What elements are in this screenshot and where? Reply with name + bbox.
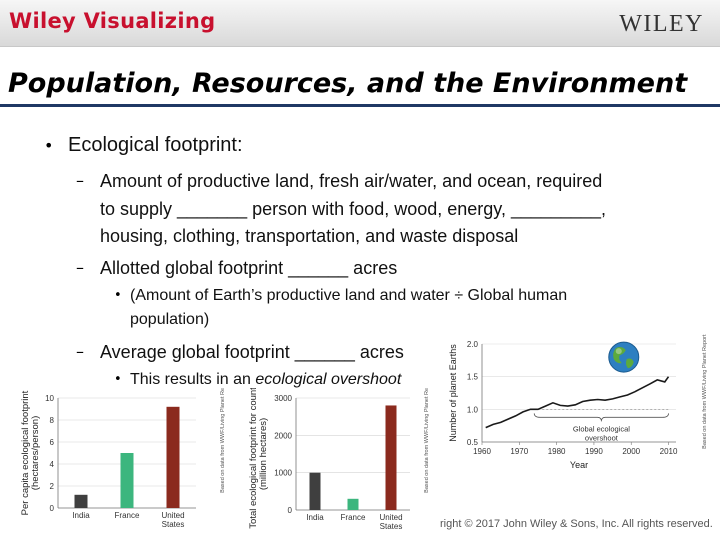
- y-tick-label: 0.5: [467, 438, 479, 447]
- x-tick-label: India: [306, 513, 324, 522]
- bullet-ecological-footprint: Ecological footprint:: [68, 134, 243, 156]
- bullet-dot-icon: •: [44, 136, 54, 155]
- bar-france: [347, 498, 359, 510]
- slide-title: Population, Resources, and the Environme…: [8, 68, 688, 99]
- y-tick-label: 2: [50, 482, 55, 491]
- overshoot-annotation: overshoot: [585, 433, 619, 442]
- x-tick-label: 1960: [473, 447, 491, 456]
- x-tick-label: 1980: [548, 447, 566, 456]
- x-axis-label: Year: [570, 460, 588, 470]
- wiley-logo: WILEY: [619, 11, 704, 37]
- dash-icon: –: [76, 258, 84, 277]
- x-tick-label: 1990: [585, 447, 603, 456]
- overshoot-sentence: This results in an ecological overshoot: [130, 371, 401, 389]
- overshoot-annotation: Global ecological: [573, 424, 630, 433]
- x-tick-label: States: [162, 520, 185, 529]
- copyright-footer: right © 2017 John Wiley & Sons, Inc. All…: [440, 518, 713, 530]
- y-axis-label: (hectares/person): [30, 416, 41, 490]
- source-note: Based on data from WWF/Living Planet Rep…: [424, 388, 430, 493]
- globe-land-icon: [625, 358, 634, 369]
- x-tick-label: 2010: [660, 447, 678, 456]
- series-line: [485, 376, 670, 429]
- x-tick-label: States: [380, 522, 403, 531]
- dash-icon: –: [76, 342, 84, 361]
- per-capita-footprint-chart: Per capita ecological footprint (hectares…: [20, 388, 226, 529]
- y-tick-label: 0: [288, 506, 293, 515]
- y-axis-label: Number of planet Earths: [448, 344, 458, 442]
- bar-india: [309, 472, 321, 510]
- bullet-dot-icon: •: [114, 288, 122, 303]
- dash-icon: –: [76, 171, 84, 190]
- title-underline: [0, 104, 720, 107]
- overshoot-prefix: This results in an: [130, 371, 256, 388]
- sub-sub-bullet-line: (Amount of Earth’s productive land and w…: [130, 287, 568, 304]
- y-tick-label: 2000: [274, 431, 292, 440]
- x-tick-label: France: [341, 513, 366, 522]
- y-tick-label: 1.5: [467, 373, 479, 382]
- y-tick-label: 0: [50, 504, 55, 513]
- globe-highlight: [615, 348, 622, 355]
- x-tick-label: United: [379, 513, 402, 522]
- overshoot-bracket: [533, 413, 669, 422]
- sub-bullet-line: to supply _______ person with food, wood…: [100, 199, 607, 219]
- bar-india: [74, 494, 88, 508]
- y-axis-label: (million hectares): [258, 418, 269, 490]
- globe-land-icon: [613, 346, 626, 364]
- y-tick-label: 3000: [274, 394, 292, 403]
- y-tick-label: 1000: [274, 469, 292, 478]
- bar-united-states: [385, 405, 397, 510]
- y-tick-label: 4: [50, 460, 55, 469]
- brand-title: Wiley Visualizing: [9, 9, 216, 33]
- y-tick-label: 1.0: [467, 405, 479, 414]
- x-tick-label: United: [161, 511, 184, 520]
- bar-france: [120, 453, 134, 508]
- x-tick-label: 1970: [510, 447, 528, 456]
- source-note: Based on data from WWF/Living Planet Rep…: [220, 388, 226, 493]
- sub-bullet-line: housing, clothing, transportation, and w…: [100, 226, 519, 246]
- bullet-dot-icon: •: [114, 372, 122, 387]
- total-footprint-chart: Total ecological footprint for country (m…: [248, 388, 430, 531]
- y-axis-label: Per capita ecological footprint: [20, 390, 31, 515]
- x-tick-label: India: [72, 511, 90, 520]
- overshoot-term: ecological overshoot: [255, 371, 402, 388]
- source-note: Based on data from WWF/Living Planet Rep…: [702, 334, 708, 449]
- x-tick-label: France: [115, 511, 140, 520]
- y-tick-label: 2.0: [467, 340, 479, 349]
- y-tick-label: 6: [50, 438, 55, 447]
- sub-sub-bullet-line: population): [130, 311, 210, 328]
- bar-united-states: [166, 406, 180, 508]
- y-tick-label: 10: [45, 394, 54, 403]
- y-tick-label: 8: [50, 416, 55, 425]
- sub-bullet-line: Amount of productive land, fresh air/wat…: [100, 171, 603, 191]
- x-tick-label: 2000: [622, 447, 640, 456]
- planet-earths-chart: Number of planet Earths 0.5 1.0 1.5 2.0 1960 1…: [448, 334, 708, 470]
- sub-bullet-average-footprint: Average global footprint ______ acres: [100, 342, 404, 362]
- header-bar: Wiley Visualizing WILEY: [0, 0, 720, 47]
- sub-bullet-allotted-footprint: Allotted global footprint ______ acres: [100, 258, 398, 278]
- y-axis-label: Total ecological footprint for country: [248, 388, 259, 529]
